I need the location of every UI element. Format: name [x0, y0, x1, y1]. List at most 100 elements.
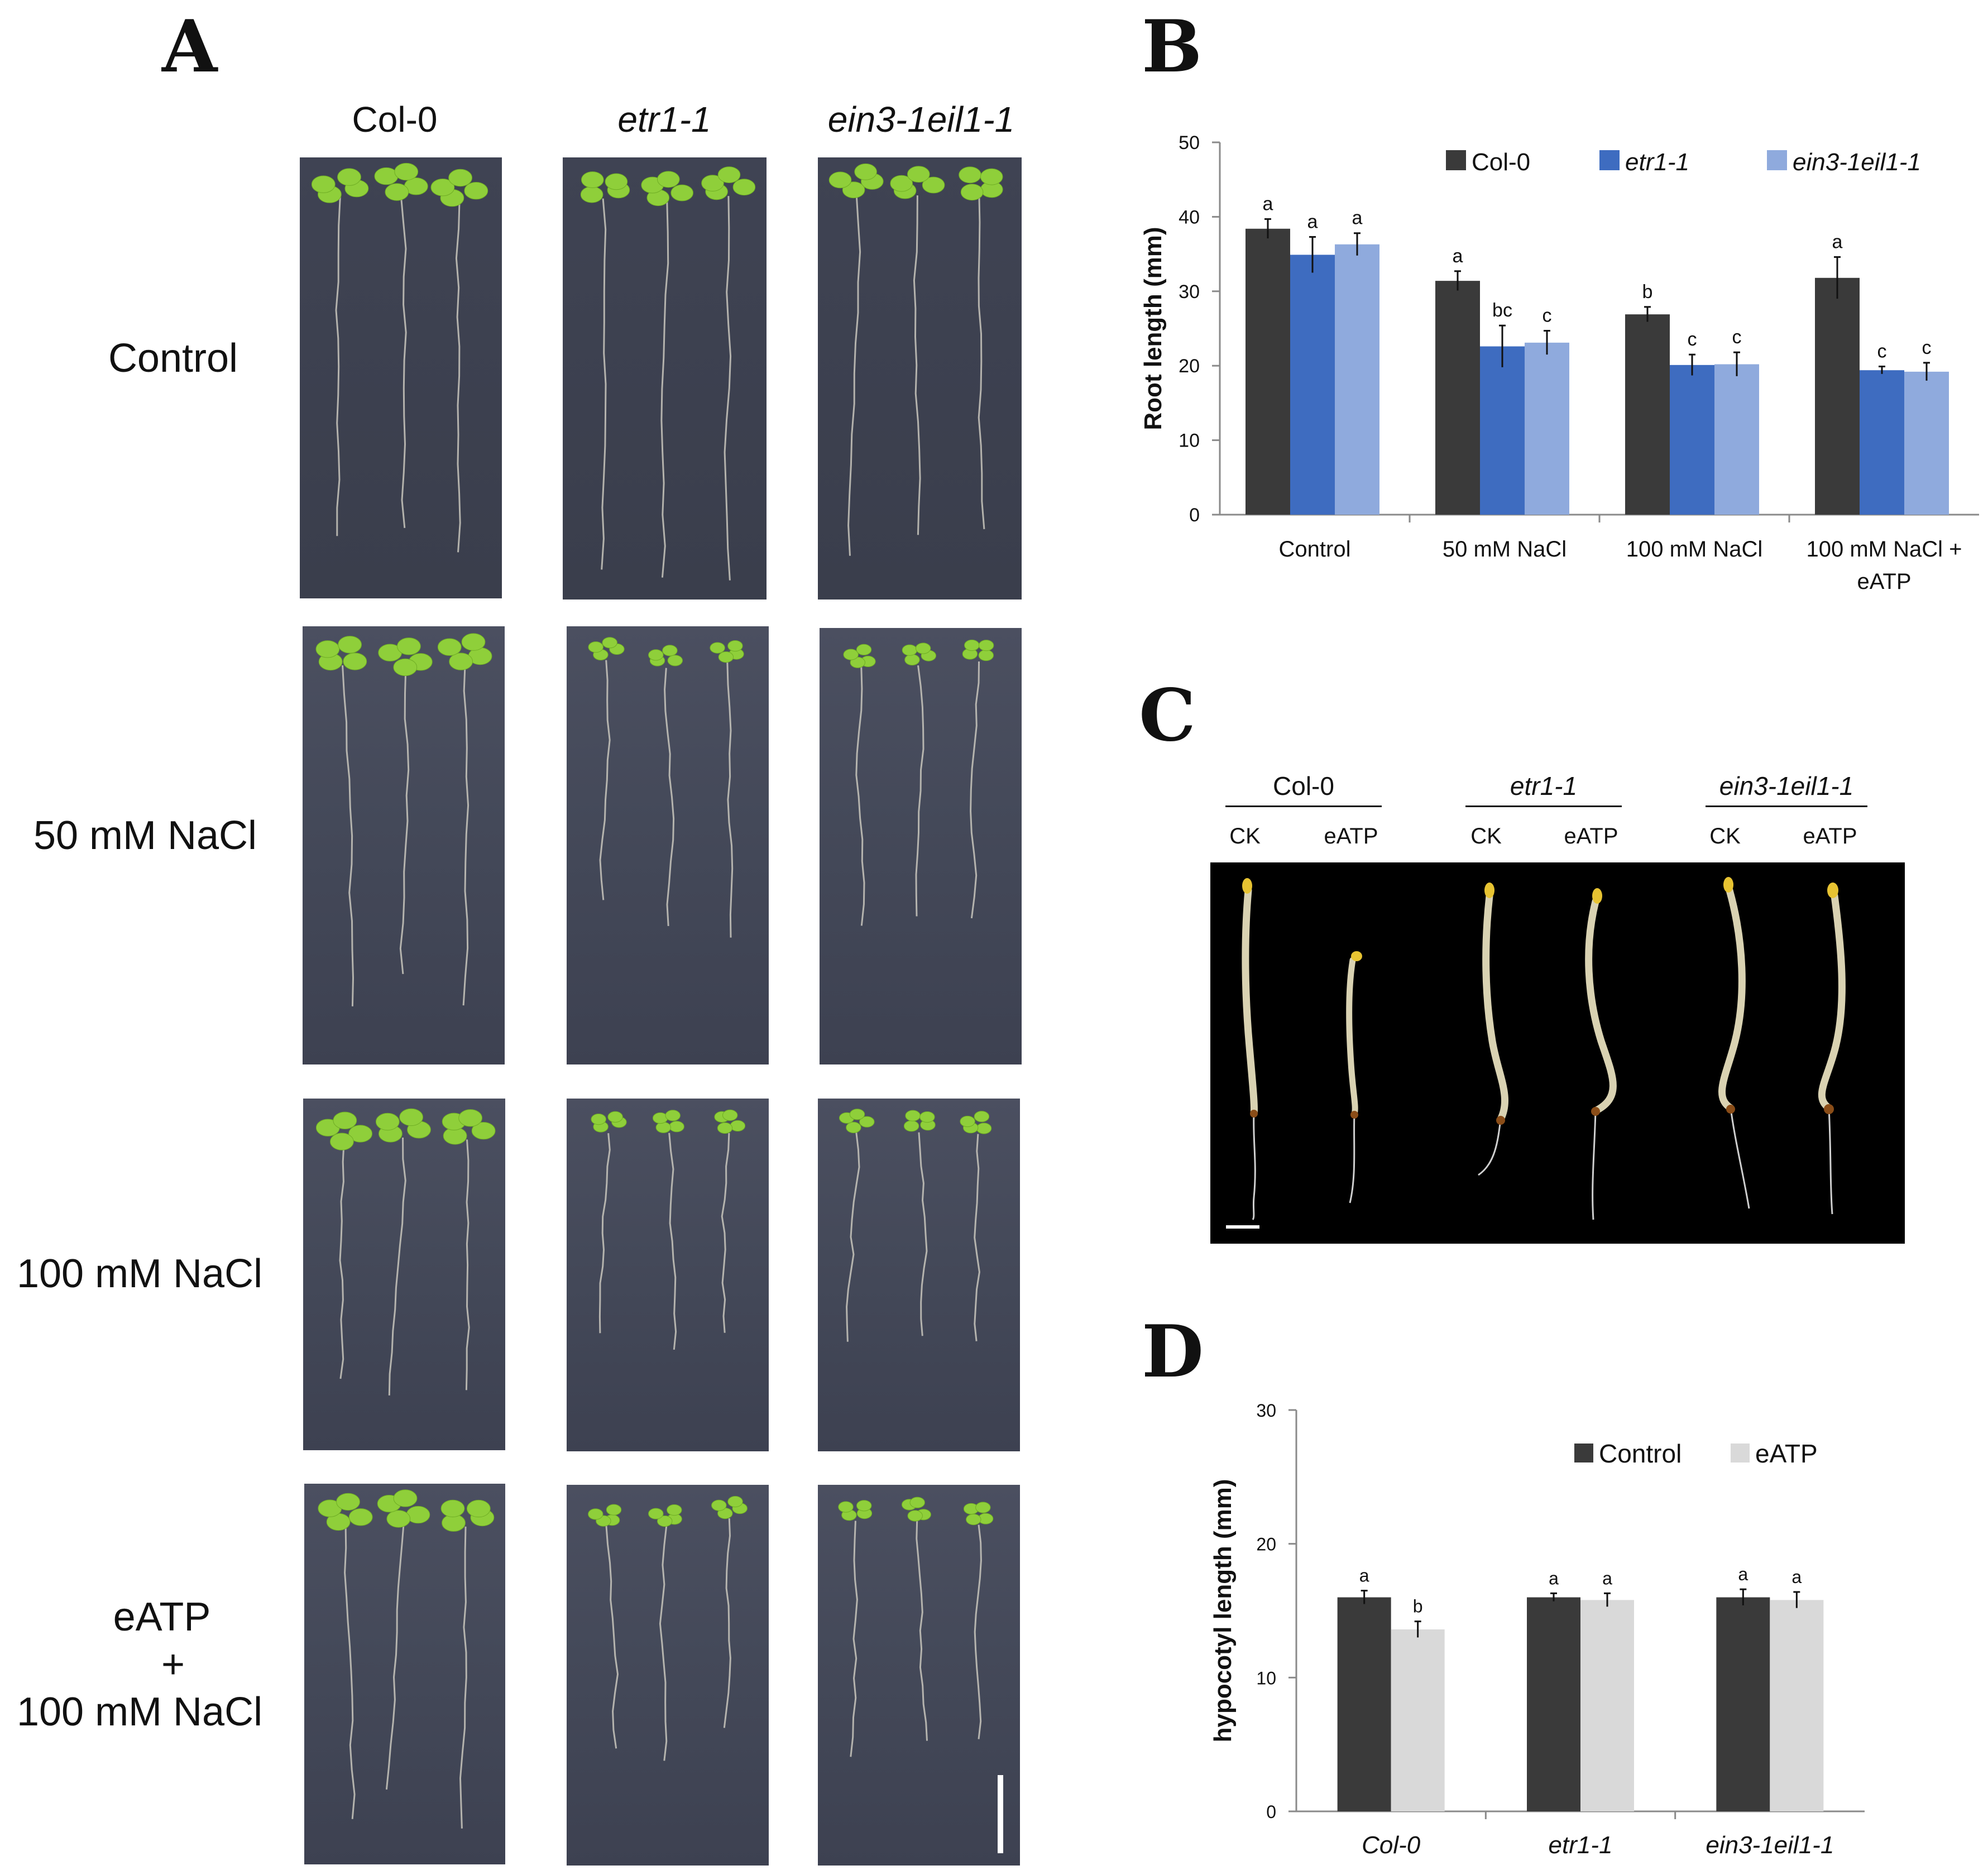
c-treatment-ck-etr1: CK [1470, 824, 1502, 848]
x-tick-label: eATP [1857, 569, 1911, 594]
leaf [440, 1499, 465, 1518]
y-tick-label: 30 [1179, 281, 1200, 303]
seedling-ein3-eatp [1818, 883, 1846, 1215]
root [344, 1523, 356, 1819]
c-genotype-etr1: etr1-1 [1510, 771, 1578, 800]
bar [1480, 346, 1525, 515]
leaf [399, 1108, 424, 1126]
seedlings-drawing [315, 1108, 496, 1396]
row-label-control: Control [108, 336, 238, 381]
leaf [657, 171, 680, 188]
seedling-etr1-eatp [1585, 888, 1617, 1220]
leaf [605, 173, 628, 190]
y-tick-label: 20 [1179, 356, 1200, 377]
root [978, 194, 985, 530]
leaf [727, 640, 743, 652]
leaf [336, 1493, 360, 1511]
leaf [717, 166, 741, 183]
root [916, 1520, 928, 1741]
significance-letter: c [1688, 329, 1697, 350]
root [462, 662, 470, 1006]
leaf [717, 1122, 733, 1134]
leaf [856, 644, 872, 656]
leaf [843, 649, 859, 660]
leaf [922, 176, 945, 194]
c-treatment-ck-col0: CK [1229, 824, 1261, 848]
photo-eatp-col0 [304, 1484, 505, 1864]
leaf [375, 1112, 400, 1131]
leaf [980, 168, 1003, 185]
x-tick-label: 100 mM NaCl [1626, 537, 1763, 562]
bar [1525, 342, 1569, 515]
bar [1904, 371, 1949, 515]
leaf [727, 1496, 743, 1508]
bar [1527, 1597, 1580, 1811]
seedlings-drawing [591, 1109, 746, 1350]
root [913, 195, 921, 535]
bar [1714, 364, 1759, 515]
root [846, 1132, 860, 1342]
root [339, 1142, 345, 1379]
leaf [458, 1109, 483, 1127]
leaf [667, 1504, 682, 1516]
leaf [588, 1508, 603, 1520]
leaf [670, 184, 693, 202]
legend-label: ein3-1eil1-1 [1793, 148, 1921, 176]
column-label-ein3eil1: ein3-1eil1-1 [827, 99, 1015, 140]
seedling-etr1-ck [1478, 883, 1508, 1176]
bar [1860, 370, 1904, 515]
seedlings-drawing [839, 1109, 992, 1342]
photo-50mm-etr1 [567, 626, 769, 1064]
leaf [667, 655, 683, 666]
root [659, 1526, 668, 1761]
legend-swatch [1731, 1444, 1750, 1462]
root [385, 1519, 405, 1790]
leaf [648, 649, 664, 661]
c-treatment-eatp-ein3eil1: eATP [1803, 824, 1857, 848]
panel-label-d: D [1142, 1310, 1204, 1394]
photo-50mm-col0 [303, 626, 505, 1064]
leaf [591, 1113, 606, 1125]
root [668, 1133, 677, 1350]
leaf [701, 175, 724, 191]
leaf [430, 179, 455, 196]
leaf [385, 183, 409, 201]
leaf [588, 641, 603, 653]
photo-50mm-ein3eil1 [820, 628, 1022, 1064]
leaf [333, 1111, 357, 1129]
c-underline-col0 [1225, 805, 1382, 807]
leaf [386, 1510, 411, 1528]
leaf [854, 163, 877, 180]
y-tick-label: 50 [1179, 132, 1200, 154]
root [726, 661, 734, 938]
leaf [448, 169, 473, 187]
root [400, 193, 407, 528]
leaf [710, 642, 725, 654]
legend-label: Control [1599, 1439, 1682, 1468]
leaf [890, 175, 913, 192]
seedlings-drawing [318, 1489, 495, 1829]
root [455, 199, 461, 553]
photo-100mm-ein3eil1 [818, 1099, 1020, 1451]
photo-control-ein3eil1 [818, 157, 1022, 600]
leaf [464, 182, 488, 200]
x-tick-label: 50 mM NaCl [1443, 537, 1567, 562]
leaf [315, 640, 340, 658]
bar [1770, 1600, 1824, 1811]
significance-letter: a [1263, 193, 1273, 214]
hypocotyl-seedlings-photo [1210, 862, 1905, 1244]
row-label-plus: + [161, 1642, 185, 1687]
c-genotype-col0: Col-0 [1273, 771, 1334, 800]
root [598, 1133, 611, 1334]
bar [1435, 281, 1480, 515]
x-tick-label: 100 mM NaCl + [1807, 537, 1962, 562]
leaf [338, 636, 362, 654]
bar [1815, 277, 1860, 515]
leaf [915, 642, 931, 654]
x-tick-label: etr1-1 [1549, 1831, 1613, 1859]
column-label-col0: Col-0 [352, 99, 438, 140]
root [918, 1132, 928, 1336]
leaf [393, 1489, 418, 1507]
seedlings-drawing [588, 1496, 748, 1761]
